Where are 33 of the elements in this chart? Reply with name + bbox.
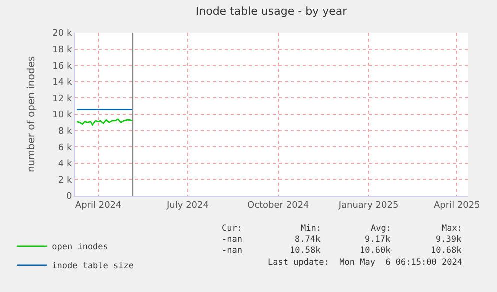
x-tick-label: July 2024 — [166, 200, 210, 211]
text: 10.60k — [360, 246, 391, 256]
x-tick-label: April 2024 — [75, 200, 122, 211]
y-tick-label: 6 k — [58, 143, 73, 154]
y-tick-label: 18 k — [52, 45, 73, 56]
y-tick-label: 0 — [66, 192, 72, 202]
y-tick-label: 4 k — [58, 160, 73, 170]
chart-title: Inode table usage - by year — [196, 5, 348, 18]
text: 8.74k — [295, 235, 321, 245]
y-tick-label: 10 k — [52, 110, 73, 121]
text: Cur: — [222, 224, 242, 234]
y-tick-label: 12 k — [52, 94, 73, 104]
text: 9.39k — [436, 235, 462, 245]
text: Last update: Mon May 6 06:15:00 2024 — [268, 258, 462, 268]
text: Avg: — [371, 224, 392, 234]
text: 10.68k — [431, 246, 462, 256]
y-axis-title: number of open inodes — [26, 56, 38, 173]
y-tick-label: 20 k — [52, 29, 73, 40]
x-tick-label: October 2024 — [247, 200, 310, 211]
y-tick-label: 14 k — [52, 78, 73, 88]
text: -nan — [222, 235, 242, 245]
legend-label: open inodes — [52, 242, 108, 253]
x-tick-label: January 2025 — [338, 200, 399, 211]
text: 9.17k — [365, 235, 391, 245]
text: 10.58k — [290, 246, 321, 256]
y-tick-label: 2 k — [58, 176, 73, 186]
x-tick-label: April 2025 — [434, 200, 480, 211]
text: Max: — [442, 224, 462, 234]
y-tick-label: 8 k — [58, 126, 73, 137]
text: Min: — [301, 224, 322, 234]
legend-label: inode table size — [52, 262, 134, 272]
text: -nan — [222, 246, 242, 256]
y-tick-label: 16 k — [52, 62, 73, 72]
